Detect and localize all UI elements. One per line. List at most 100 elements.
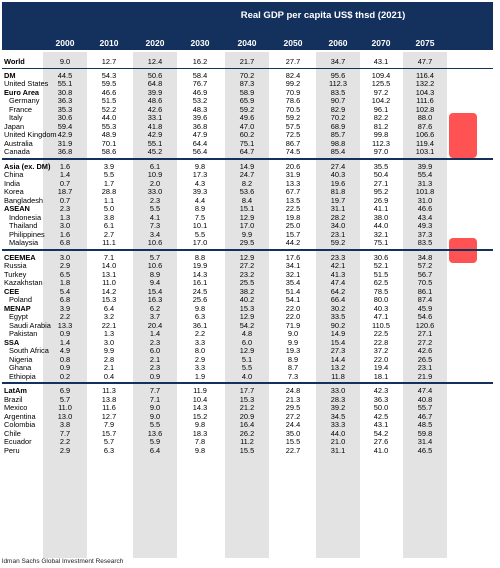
table-row: Japan 59.4 55.3 41.8 36.8 47.0 57.5 68.9 81.2 87.… [2,121,493,132]
row-label: CEE [4,286,20,296]
cell-2000: 31.9 [57,138,73,148]
cell-2010: 12.7 [101,57,117,66]
cell-2030: 10.4 [192,394,208,404]
cell-2000: 0.2 [59,371,71,381]
cell-2070: 104.2 [371,96,391,105]
cell-2000: 2.2 [59,437,71,446]
cell-2050: 29.5 [285,403,301,412]
cell-2075: 57.2 [417,261,433,270]
row-label: Ethiopia [9,371,36,381]
cell-2050: 22.0 [285,312,301,321]
cell-2010: 55.3 [101,121,117,131]
cell-2075: 47.4 [417,386,433,395]
cell-2030: 8.8 [194,252,206,262]
cell-2060: 27.3 [330,346,346,355]
cell-2010: 3.0 [103,337,115,347]
cell-2000: 35.3 [57,104,73,114]
row-label: Peru [4,445,20,455]
cell-2030: 16.1 [192,278,208,287]
cell-2030: 9.8 [194,303,206,313]
year-header-2040: 2040 [237,38,257,48]
cell-2020: 39.9 [147,87,163,97]
table-row: Bangladesh 0.7 1.1 2.3 4.4 8.4 13.5 19.7 26.9 31.… [2,196,493,206]
cell-2050: 24.4 [285,420,301,429]
cell-2050: 35.0 [285,428,301,438]
cell-2075: 83.5 [417,238,433,247]
cell-2070: 36.3 [373,394,389,404]
cell-2020: 42.9 [147,130,163,139]
cell-2010: 5.7 [103,437,115,446]
cell-2075: 59.8 [417,428,433,438]
cell-2070: 22.8 [373,337,389,347]
cell-2050: 22.5 [285,204,301,213]
cell-2050: 21.3 [285,394,301,404]
cell-2050: 22.0 [285,303,301,313]
table-row: China 1.4 5.5 10.9 17.3 24.7 31.9 40.3 50.4 55.4 [2,170,493,180]
cell-2000: 2.9 [59,445,71,455]
cell-2010: 15.7 [101,428,117,438]
cell-2040: 6.0 [241,337,253,347]
cell-2075: 31.4 [417,437,433,446]
cell-2040: 60.2 [239,130,255,139]
cell-2010: 5.0 [103,204,115,213]
cell-2020: 42.6 [147,104,163,114]
cell-2020: 15.4 [147,286,163,296]
cell-2020: 5.7 [149,252,161,262]
cell-2020: 0.9 [149,371,161,381]
table-row: Philippines 1.6 2.7 3.4 5.5 9.9 15.7 23.1 32.1 37… [2,229,493,240]
table-row: Nigeria 0.8 2.8 2.1 2.9 5.1 8.9 14.4 22.0 26.5 [2,355,493,365]
table-row: Germany 36.3 51.5 48.6 53.2 65.9 78.6 90.7 104.2… [2,96,493,106]
cell-2020: 55.1 [147,138,163,148]
cell-2070: 52.1 [373,261,389,270]
cell-2000: 3.8 [59,420,71,429]
cell-2040: 29.5 [239,238,255,247]
cell-2010: 14.2 [101,286,117,296]
table-row: Ecuador 2.2 5.7 5.9 7.8 11.2 15.5 21.0 27.6 31.4 [2,437,493,447]
row-label: India [4,178,21,188]
cell-2075: 120.6 [415,320,435,330]
row-label: Chile [4,428,21,438]
cell-2040: 15.3 [239,303,255,313]
table-row: Ethiopia 0.2 0.4 0.9 1.9 4.0 7.3 11.8 18.1 21.9 [2,371,493,382]
cell-2000: 1.6 [59,161,71,171]
table-row: Peru 2.9 6.3 6.4 9.8 15.5 22.7 31.1 41.0 46.5 [2,445,493,456]
row-label: DM [4,70,16,80]
cell-2040: 12.9 [239,252,255,262]
cell-2010: 22.1 [101,320,117,330]
cell-2060: 90.2 [330,320,346,330]
cell-2060: 23.3 [330,252,346,262]
cell-2040: 64.7 [239,147,255,156]
section-divider [2,67,493,69]
cell-2060: 42.1 [330,261,346,270]
cell-2020: 2.3 [149,363,161,372]
cell-2040: 38.2 [239,286,255,296]
cell-2060: 95.6 [330,70,346,80]
cell-2010: 3.8 [103,212,115,222]
year-header-2000: 2000 [55,38,75,48]
cell-2070: 19.4 [373,363,389,372]
cell-2060: 85.7 [330,130,346,139]
cell-2010: 0.4 [103,371,115,381]
table-row: Asia (ex. DM) 1.6 3.9 6.1 9.8 14.9 20.6 27.4 35.… [2,161,493,172]
cell-2075: 21.9 [417,371,433,381]
table-row: SSA 1.4 3.0 2.3 3.3 6.0 9.9 15.4 22.8 27.2 [2,337,493,348]
cell-2075: 54.6 [417,312,433,321]
cell-2060: 34.0 [330,221,346,230]
column-shade [316,52,360,558]
cell-2010: 11.0 [102,278,116,287]
cell-2070: 75.1 [373,238,389,247]
table-row: Euro Area 30.8 46.6 39.9 46.9 58.9 70.9 83.5 97.… [2,87,493,98]
table-row: Chile 7.7 15.7 13.6 18.3 26.2 35.0 44.0 54.2 59.8 [2,428,493,439]
cell-2070: 109.4 [371,70,391,80]
cell-2070: 81.2 [373,121,389,131]
row-label: Euro Area [4,87,40,97]
row-label: World [4,57,25,66]
cell-2000: 1.4 [59,170,71,179]
row-label: Philippines [9,229,45,239]
cell-2020: 2.0 [149,178,161,188]
cell-2010: 70.1 [101,138,117,148]
cell-2020: 33.0 [147,187,163,196]
year-header-2020: 2020 [145,38,165,48]
cell-2050: 27.7 [285,57,301,66]
cell-2030: 15.2 [192,411,208,421]
